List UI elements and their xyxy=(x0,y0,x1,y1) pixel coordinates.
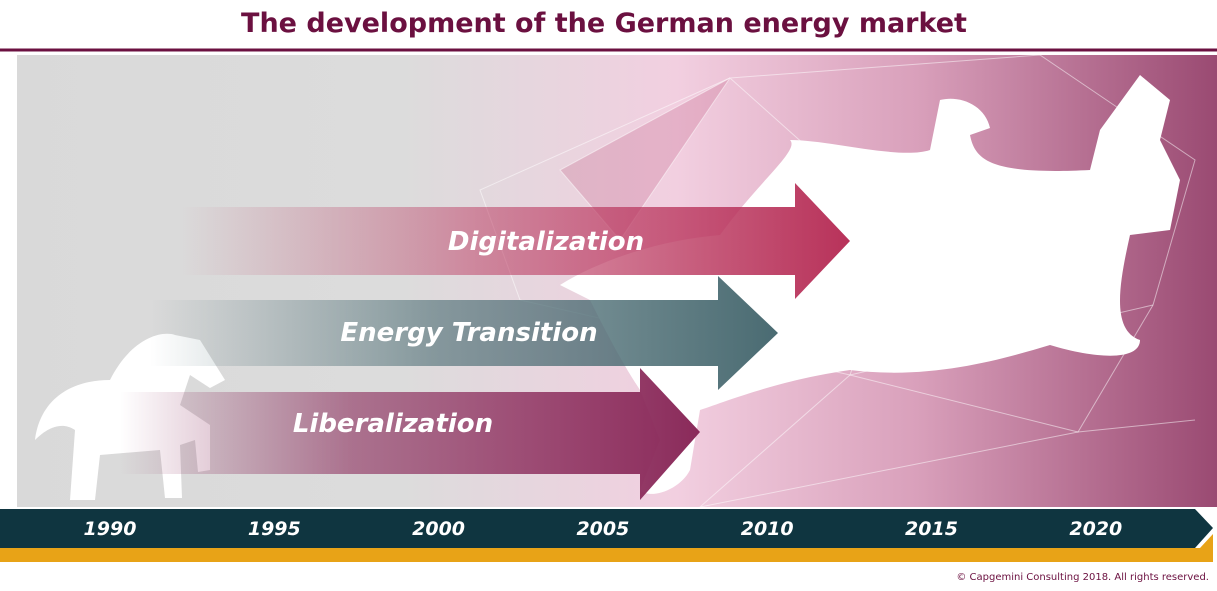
arrow-label: Digitalization xyxy=(448,227,644,257)
year-label: 2020 xyxy=(1069,518,1122,540)
title: The development of the German energy mar… xyxy=(241,8,967,39)
timeline-years: 1990 1995 2000 2005 2010 2015 2020 xyxy=(84,518,1123,540)
year-label: 2015 xyxy=(905,518,958,540)
timeline-bar xyxy=(0,509,1213,548)
arrow-label: Liberalization xyxy=(293,409,493,439)
arrow-energy-transition xyxy=(150,276,778,390)
year-label: 1990 xyxy=(84,518,137,540)
arrow-liberalization xyxy=(120,368,700,500)
arrow-label: Energy Transition xyxy=(340,318,597,348)
year-label: 1995 xyxy=(248,518,301,540)
arrow-digitalization xyxy=(180,183,850,299)
year-label: 2010 xyxy=(741,518,794,540)
copyright: © Capgemini Consulting 2018. All rights … xyxy=(956,572,1209,583)
jumping-horse xyxy=(560,75,1180,494)
year-label: 2000 xyxy=(412,518,465,540)
year-label: 2005 xyxy=(576,518,629,540)
